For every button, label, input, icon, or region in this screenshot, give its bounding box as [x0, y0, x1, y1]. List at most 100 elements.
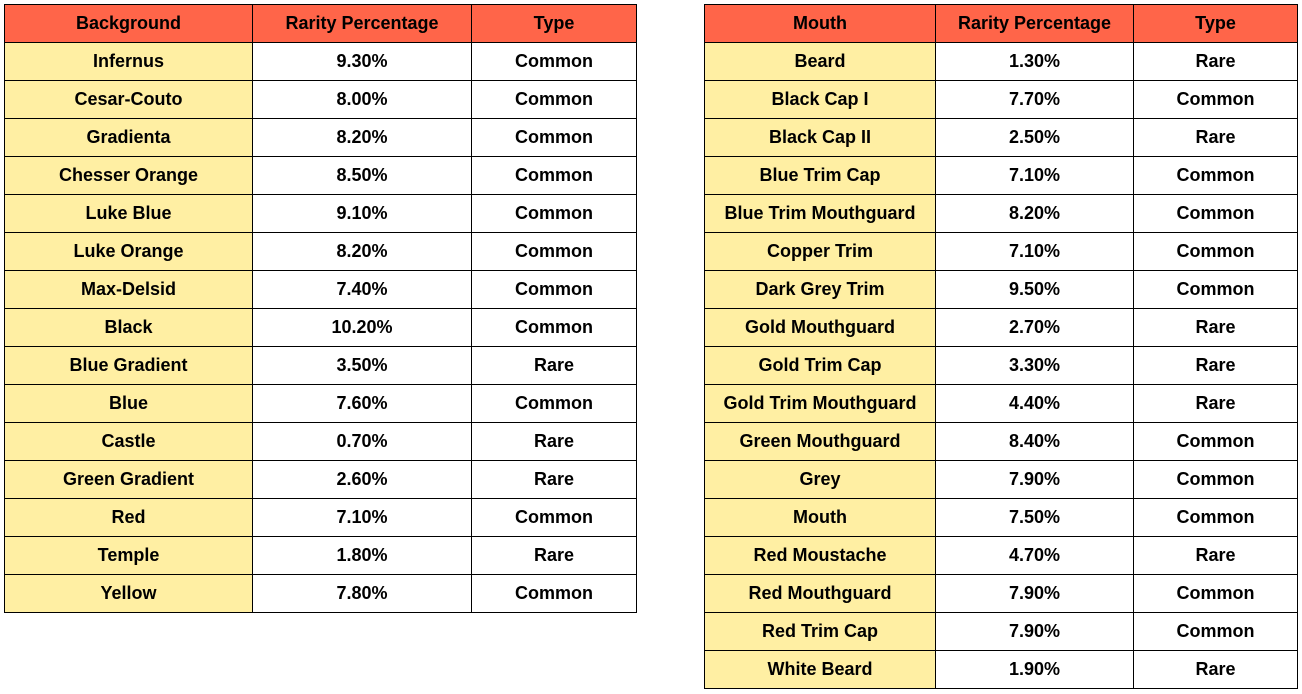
table-cell: 7.90%	[935, 574, 1134, 613]
table-cell: Common	[1133, 270, 1298, 309]
table-row: Yellow 7.80% Common	[4, 574, 637, 613]
table-cell: 9.30%	[252, 42, 472, 81]
table-row: Gradienta 8.20% Common	[4, 118, 637, 157]
table-cell: 7.70%	[935, 80, 1134, 119]
table-row: Beard 1.30% Rare	[704, 42, 1298, 81]
table-cell: Rare	[1133, 384, 1298, 423]
table-cell: 8.40%	[935, 422, 1134, 461]
table-cell: Black	[4, 308, 253, 347]
table-cell: Common	[471, 42, 637, 81]
table-cell: 7.10%	[935, 156, 1134, 195]
table-cell: Black Cap II	[704, 118, 936, 157]
table-cell: Common	[471, 194, 637, 233]
table-cell: Common	[471, 270, 637, 309]
table-row: Red Moustache 4.70% Rare	[704, 536, 1298, 575]
table-cell: 9.50%	[935, 270, 1134, 309]
header-cell: Type	[1133, 4, 1298, 43]
table-cell: Gold Mouthguard	[704, 308, 936, 347]
table-cell: Rare	[471, 460, 637, 499]
table-cell: 7.90%	[935, 460, 1134, 499]
table-cell: 4.40%	[935, 384, 1134, 423]
table-row: Temple 1.80% Rare	[4, 536, 637, 575]
table-cell: 4.70%	[935, 536, 1134, 575]
table-cell: Red Mouthguard	[704, 574, 936, 613]
table-row: Copper Trim 7.10% Common	[704, 232, 1298, 271]
table-cell: Common	[1133, 422, 1298, 461]
table-row: Cesar-Couto 8.00% Common	[4, 80, 637, 119]
table-row: Blue 7.60% Common	[4, 384, 637, 423]
table-cell: 7.60%	[252, 384, 472, 423]
table-cell: Blue Gradient	[4, 346, 253, 385]
table-row: Black Cap II 2.50% Rare	[704, 118, 1298, 157]
table-cell: Yellow	[4, 574, 253, 613]
table-cell: Green Gradient	[4, 460, 253, 499]
table-cell: Common	[471, 156, 637, 195]
table-cell: Common	[471, 384, 637, 423]
table-row: Dark Grey Trim 9.50% Common	[704, 270, 1298, 309]
table-cell: Mouth	[704, 498, 936, 537]
header-cell: Rarity Percentage	[935, 4, 1134, 43]
table-cell: Common	[1133, 612, 1298, 651]
table-row: Gold Trim Mouthguard 4.40% Rare	[704, 384, 1298, 423]
table-cell: Red	[4, 498, 253, 537]
table-cell: 1.80%	[252, 536, 472, 575]
table-cell: Blue	[4, 384, 253, 423]
table-cell: 1.30%	[935, 42, 1134, 81]
table-cell: 3.30%	[935, 346, 1134, 385]
table-cell: Rare	[1133, 118, 1298, 157]
table-cell: 1.90%	[935, 650, 1134, 689]
mouth-table: Mouth Rarity Percentage Type Beard 1.30% Rare…	[704, 4, 1298, 689]
table-cell: 9.10%	[252, 194, 472, 233]
table-row: Luke Orange 8.20% Common	[4, 232, 637, 271]
table-cell: Rare	[1133, 536, 1298, 575]
header-cell: Mouth	[704, 4, 936, 43]
table-row: Blue Trim Mouthguard 8.20% Common	[704, 194, 1298, 233]
table-cell: 8.00%	[252, 80, 472, 119]
table-row: Black Cap I 7.70% Common	[704, 80, 1298, 119]
table-row: White Beard 1.90% Rare	[704, 650, 1298, 689]
table-row: Green Gradient 2.60% Rare	[4, 460, 637, 499]
table-cell: Chesser Orange	[4, 156, 253, 195]
table-row: Luke Blue 9.10% Common	[4, 194, 637, 233]
table-cell: Rare	[471, 346, 637, 385]
table-cell: 7.40%	[252, 270, 472, 309]
table-cell: 2.60%	[252, 460, 472, 499]
table-row: Red Trim Cap 7.90% Common	[704, 612, 1298, 651]
table-row: Black 10.20% Common	[4, 308, 637, 347]
table-cell: 8.20%	[935, 194, 1134, 233]
table-row: Blue Gradient 3.50% Rare	[4, 346, 637, 385]
table-cell: 7.90%	[935, 612, 1134, 651]
table-cell: 7.80%	[252, 574, 472, 613]
table-cell: White Beard	[704, 650, 936, 689]
table-cell: 8.20%	[252, 118, 472, 157]
table-cell: Gold Trim Cap	[704, 346, 936, 385]
table-cell: Max-Delsid	[4, 270, 253, 309]
table-cell: Rare	[1133, 42, 1298, 81]
table-cell: Blue Trim Cap	[704, 156, 936, 195]
table-cell: Cesar-Couto	[4, 80, 253, 119]
table-cell: 2.50%	[935, 118, 1134, 157]
table-cell: Dark Grey Trim	[704, 270, 936, 309]
header-row: Mouth Rarity Percentage Type	[704, 4, 1298, 43]
table-row: Infernus 9.30% Common	[4, 42, 637, 81]
table-cell: 0.70%	[252, 422, 472, 461]
table-row: Mouth 7.50% Common	[704, 498, 1298, 537]
table-cell: Luke Blue	[4, 194, 253, 233]
table-cell: Common	[471, 574, 637, 613]
table-cell: 8.20%	[252, 232, 472, 271]
table-cell: Common	[1133, 156, 1298, 195]
table-cell: Common	[471, 118, 637, 157]
table-cell: Red Moustache	[704, 536, 936, 575]
table-cell: Rare	[471, 422, 637, 461]
table-cell: 3.50%	[252, 346, 472, 385]
table-cell: Black Cap I	[704, 80, 936, 119]
table-row: Green Mouthguard 8.40% Common	[704, 422, 1298, 461]
table-cell: Red Trim Cap	[704, 612, 936, 651]
table-cell: Grey	[704, 460, 936, 499]
table-cell: Common	[471, 232, 637, 271]
table-row: Blue Trim Cap 7.10% Common	[704, 156, 1298, 195]
table-row: Gold Mouthguard 2.70% Rare	[704, 308, 1298, 347]
table-cell: Beard	[704, 42, 936, 81]
table-cell: Common	[1133, 232, 1298, 271]
